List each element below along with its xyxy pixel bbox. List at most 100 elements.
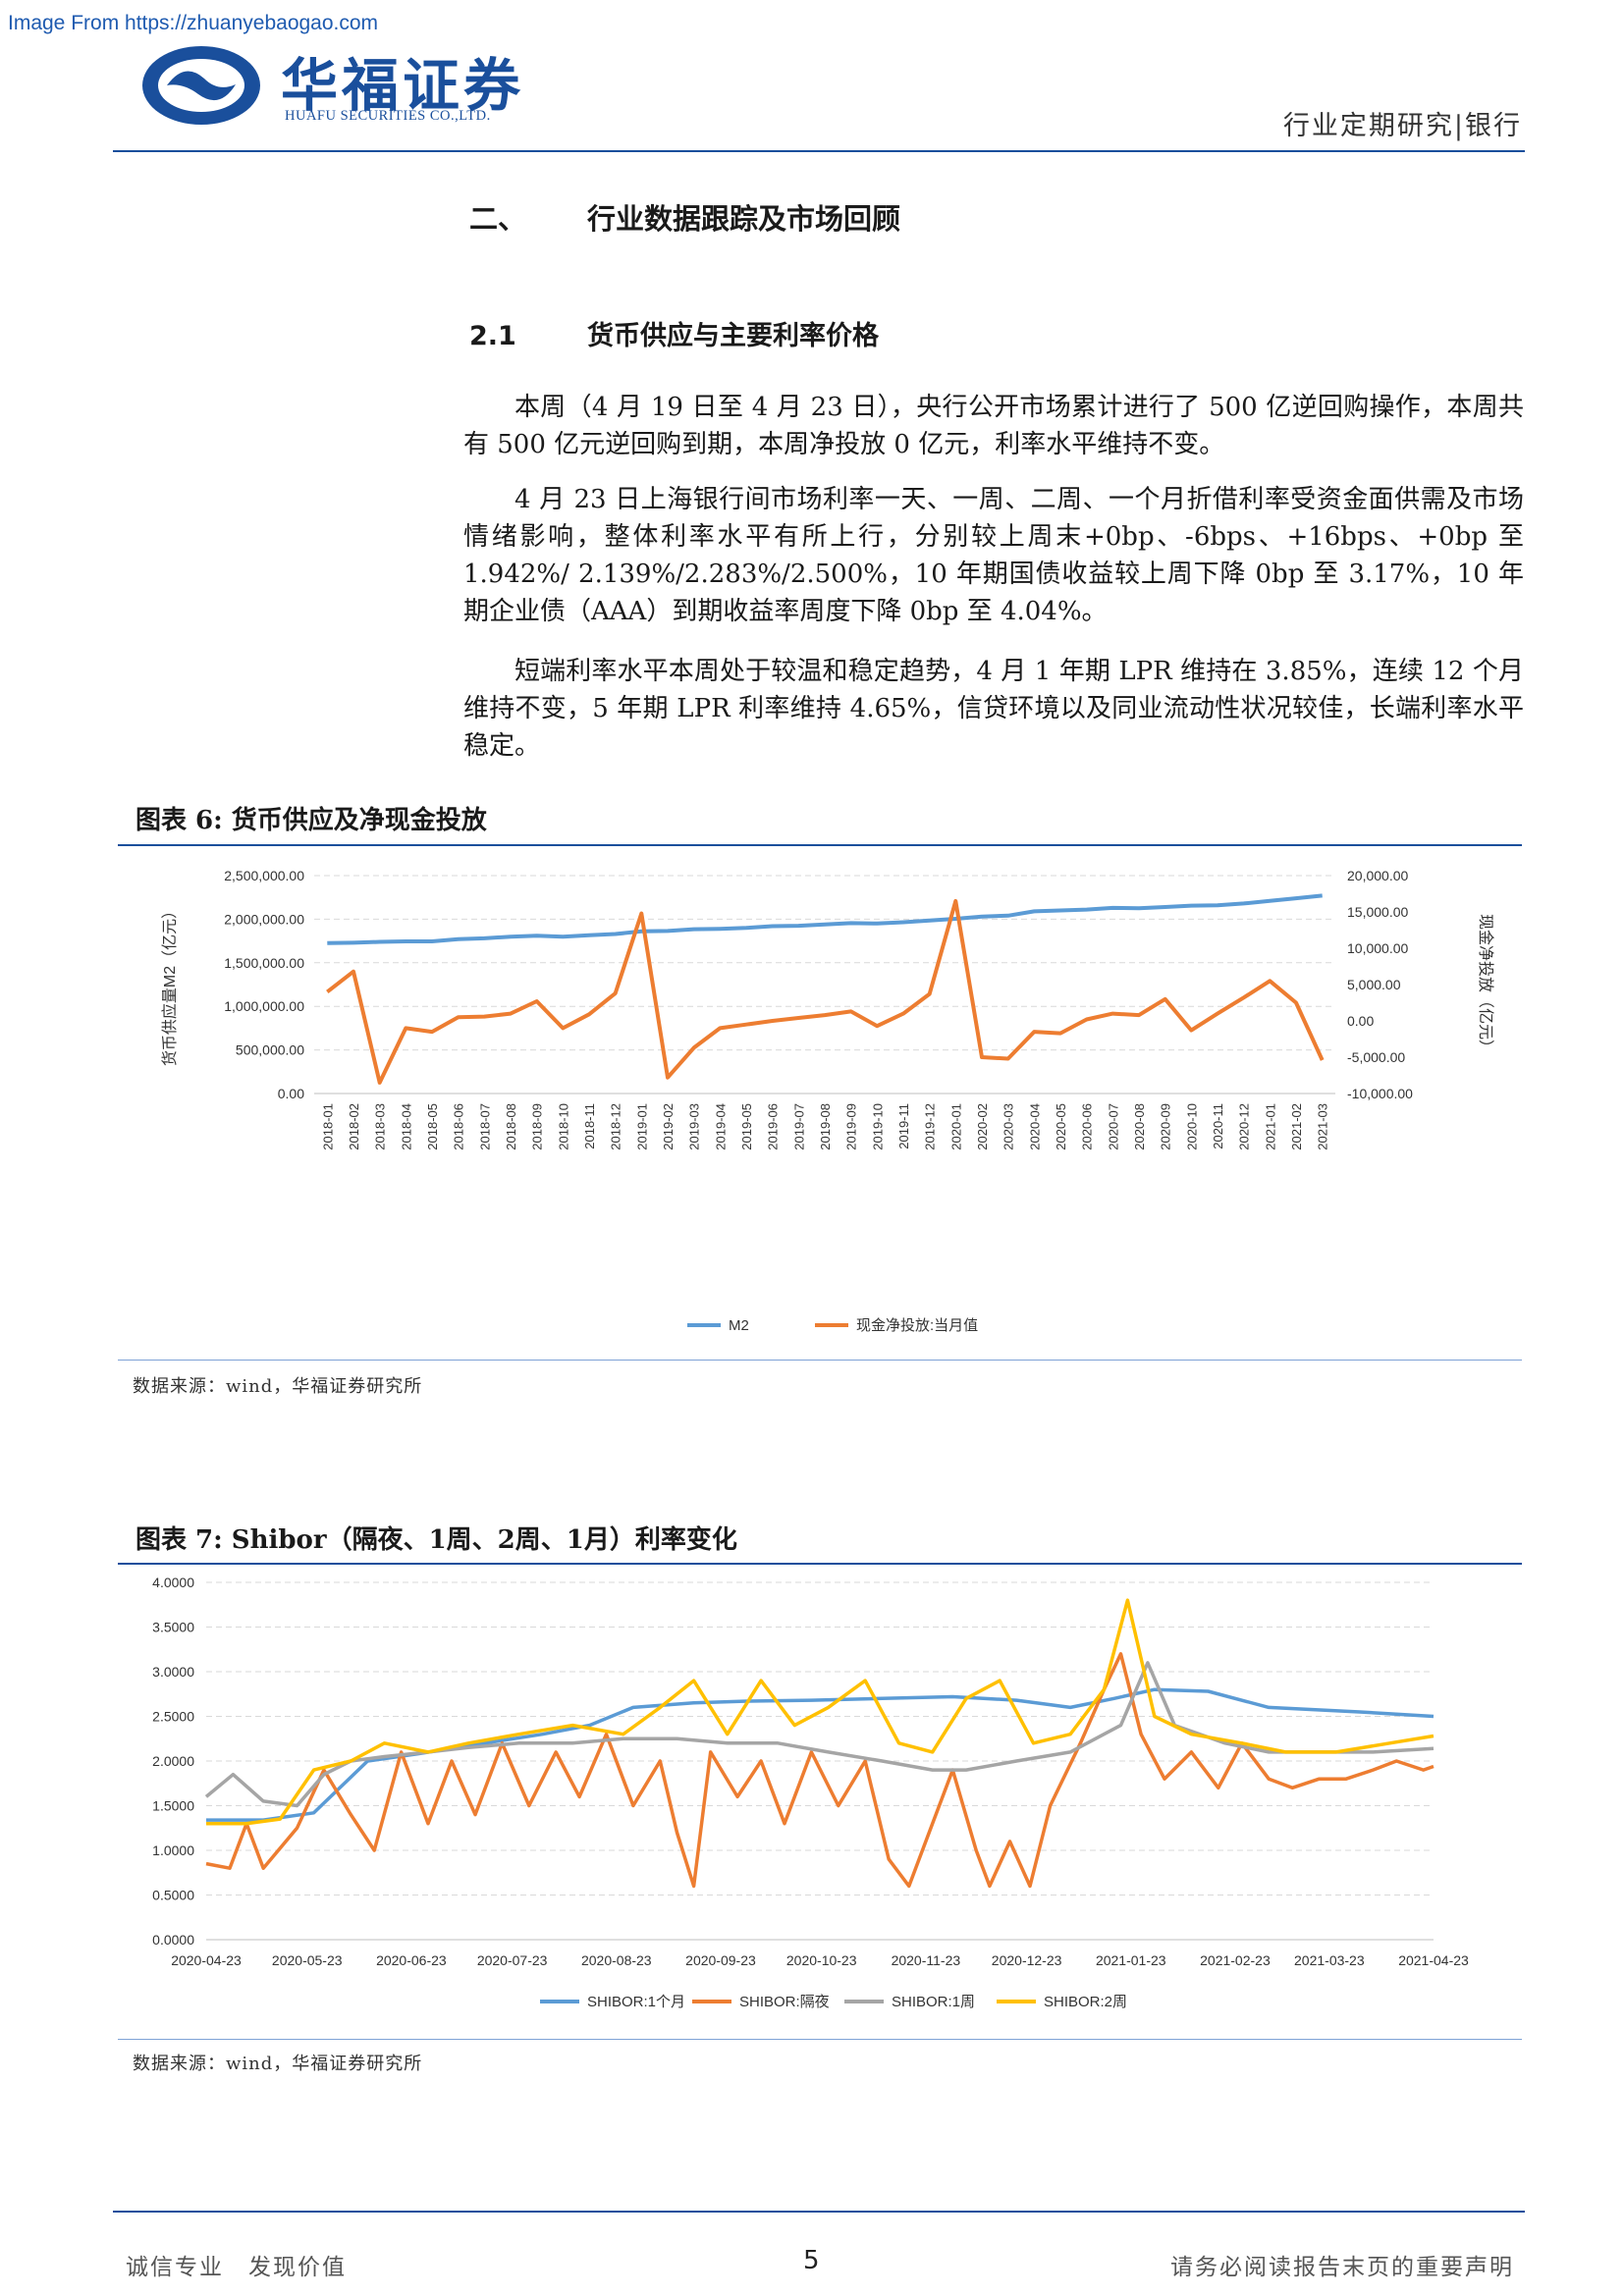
x-tick-label: 2019-02 (661, 1103, 676, 1150)
y-right-tick-label: 15,000.00 (1347, 904, 1408, 920)
x-tick-label: 2019-12 (923, 1103, 938, 1150)
company-logo-icon (137, 41, 265, 130)
subsection-title: 货币供应与主要利率价格 (587, 321, 879, 351)
x-tick-label: 2021-04-23 (1398, 1952, 1469, 1968)
x-tick-label: 2019-08 (818, 1103, 833, 1150)
figure-6-top-rule (118, 844, 1522, 846)
x-tick-label: 2021-02 (1289, 1103, 1304, 1150)
figure-7-chart: 4.0000 3.5000 3.0000 2.5000 2.0000 1.5000 1.00… (118, 1565, 1522, 2036)
y-left-tick-label: 500,000.00 (236, 1042, 304, 1058)
money-supply-chart: 2,500,000.00 2,000,000.00 1,500,000.00 1,00… (160, 868, 1494, 1334)
paragraph: 短端利率水平本周处于较温和稳定趋势，4 月 1 年期 LPR 维持在 3.85%… (463, 657, 1524, 761)
company-name-cn: 华福证券 (281, 52, 525, 119)
figure-6-bottom-rule (118, 1360, 1522, 1361)
x-tick-label: 2021-01 (1263, 1103, 1277, 1150)
y-left-tick-label: 2,000,000.00 (224, 911, 304, 927)
legend-label: SHIBOR:1个月 (587, 1994, 685, 2010)
series-line-shibor-1- (204, 1661, 1435, 1808)
section-heading: 二、 行业数据跟踪及市场回顾 (469, 196, 900, 238)
y-right-tick-label: 10,000.00 (1347, 940, 1408, 956)
x-tick-label: 2020-09-23 (685, 1952, 756, 1968)
series-line-m2 (327, 893, 1323, 945)
x-tick-label: 2020-05-23 (272, 1952, 343, 1968)
x-tick-label: 2018-09 (530, 1103, 545, 1150)
x-tick-label: 2019-04 (713, 1103, 728, 1150)
paragraph: 本周（4 月 19 日至 4 月 23 日），央行公开市场累计进行了 500 亿… (463, 393, 1524, 459)
subsection-heading: 2.1 货币供应与主要利率价格 (469, 314, 879, 352)
series-line-shibor-2- (206, 1598, 1435, 1826)
figure-7-title: 图表 7: Shibor（隔夜、1周、2周、1月）利率变化 (135, 1525, 737, 1555)
figure-7-source: 数据来源：wind，华福证券研究所 (133, 2054, 423, 2074)
x-tick-label: 2020-05 (1054, 1103, 1068, 1150)
page-number: 5 (803, 2246, 820, 2275)
x-tick-label: 2021-03 (1316, 1103, 1330, 1150)
y-left-tick-label: 2,500,000.00 (224, 868, 304, 883)
y-right-tick-label: 5,000.00 (1347, 977, 1401, 992)
x-tick-label: 2020-11-23 (892, 1952, 961, 1968)
x-tick-label: 2020-11 (1211, 1103, 1225, 1149)
x-tick-label: 2019-01 (634, 1103, 649, 1150)
x-tick-label: 2018-06 (452, 1103, 466, 1150)
x-tick-label: 2018-03 (373, 1103, 388, 1150)
x-tick-label: 2018-01 (320, 1103, 335, 1150)
x-tick-label: 2019-11 (896, 1103, 911, 1149)
legend-label: M2 (729, 1317, 749, 1334)
y-tick-label: 1.5000 (152, 1798, 194, 1814)
section-title: 行业数据跟踪及市场回顾 (587, 202, 901, 236)
figure-6-title: 图表 6: 货币供应及净现金投放 (135, 806, 487, 835)
x-tick-label: 2020-04 (1027, 1103, 1042, 1150)
y-right-tick-label: 0.00 (1347, 1013, 1374, 1029)
x-tick-label: 2019-10 (870, 1103, 885, 1150)
y-left-axis-label: 货币供应量M2（亿元） (160, 903, 179, 1066)
x-tick-label: 2020-09 (1159, 1103, 1173, 1150)
y-tick-label: 3.5000 (152, 1620, 194, 1635)
x-tick-label: 2020-10 (1184, 1103, 1199, 1150)
x-tick-label: 2020-08 (1132, 1103, 1147, 1150)
figure-7-bottom-rule (118, 2039, 1522, 2040)
series-line-shibor- (205, 1652, 1435, 1889)
x-tick-label: 2020-01 (948, 1103, 963, 1150)
shibor-chart: 4.0000 3.5000 3.0000 2.5000 2.0000 1.5000 1.00… (152, 1575, 1469, 2010)
x-tick-label: 2019-06 (766, 1103, 781, 1150)
x-tick-label: 2020-03 (1001, 1103, 1016, 1150)
series-line-cash-injection (326, 898, 1325, 1085)
y-right-tick-label: -5,000.00 (1347, 1049, 1405, 1065)
x-tick-label: 2018-07 (477, 1103, 492, 1150)
x-tick-label: 2019-03 (687, 1103, 702, 1150)
y-left-tick-label: 0.00 (278, 1086, 304, 1101)
footer-slogan: 诚信专业 发现价值 (126, 2255, 347, 2280)
x-tick-label: 2018-10 (556, 1103, 570, 1150)
legend-label: SHIBOR:1周 (892, 1994, 975, 2010)
x-tick-label: 2021-03-23 (1294, 1952, 1365, 1968)
x-tick-label: 2019-07 (791, 1103, 806, 1150)
section-number: 二、 (469, 202, 527, 236)
x-tick-label: 2019-09 (844, 1103, 859, 1150)
x-tick-label: 2018-12 (609, 1103, 623, 1150)
y-left-tick-label: 1,500,000.00 (224, 955, 304, 971)
x-tick-label: 2018-02 (347, 1103, 361, 1150)
x-tick-label: 2020-12-23 (992, 1952, 1062, 1968)
figure-6-chart: 2,500,000.00 2,000,000.00 1,500,000.00 1,00… (118, 846, 1522, 1357)
x-tick-label: 2020-10-23 (786, 1952, 857, 1968)
figure-6-source: 数据来源：wind，华福证券研究所 (133, 1376, 423, 1397)
y-right-tick-label: 20,000.00 (1347, 868, 1408, 883)
subsection-number: 2.1 (469, 321, 516, 351)
footer-disclaimer: 请务必阅读报告末页的重要声明 (1170, 2255, 1514, 2280)
y-left-tick-label: 1,000,000.00 (224, 998, 304, 1014)
x-tick-label: 2018-08 (504, 1103, 518, 1150)
header-divider (113, 150, 1525, 152)
y-right-tick-label: -10,000.00 (1347, 1086, 1413, 1101)
y-tick-label: 4.0000 (152, 1575, 194, 1590)
report-section-label: 行业定期研究|银行 (1282, 111, 1522, 141)
legend-label: 现金净投放:当月值 (856, 1317, 978, 1334)
y-tick-label: 0.0000 (152, 1932, 194, 1948)
x-tick-label: 2020-08-23 (581, 1952, 652, 1968)
x-tick-label: 2020-07 (1106, 1103, 1120, 1150)
y-tick-label: 2.5000 (152, 1709, 194, 1725)
x-tick-label: 2020-04-23 (171, 1952, 242, 1968)
source-watermark: Image From https://zhuanyebaogao.com (8, 12, 379, 34)
x-tick-label: 2020-06 (1080, 1103, 1095, 1150)
legend-label: SHIBOR:隔夜 (739, 1994, 830, 2010)
x-tick-label: 2021-01-23 (1096, 1952, 1166, 1968)
x-tick-label: 2018-11 (582, 1103, 597, 1149)
